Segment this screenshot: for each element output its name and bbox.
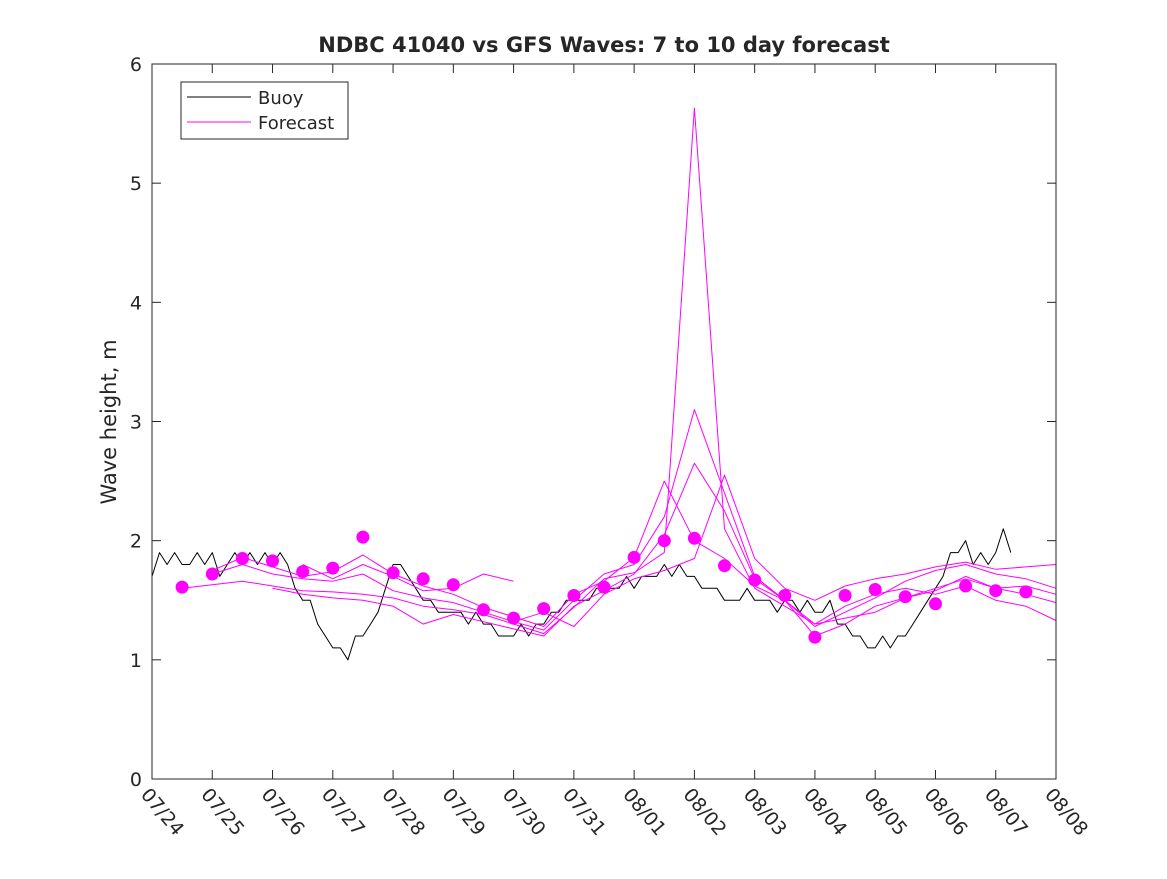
forecast-marker: [778, 589, 792, 602]
forecast-marker: [687, 531, 701, 545]
y-axis-label: Wave height, m: [97, 339, 121, 504]
forecast-marker: [657, 534, 671, 548]
forecast-marker: [868, 583, 882, 596]
y-tick-label: 6: [130, 54, 142, 76]
forecast-marker: [386, 566, 400, 580]
forecast-marker: [929, 597, 942, 611]
chart-title: NDBC 41040 vs GFS Waves: 7 to 10 day for…: [318, 33, 889, 57]
y-tick-label: 0: [130, 769, 142, 791]
legend-buoy-label: Buoy: [258, 88, 304, 109]
forecast-marker: [597, 580, 611, 594]
forecast-marker: [175, 580, 189, 594]
y-tick-label: 5: [130, 173, 142, 195]
forecast-marker: [356, 530, 370, 544]
forecast-marker: [1019, 585, 1033, 599]
forecast-marker: [235, 552, 249, 565]
legend-forecast-label: Forecast: [258, 113, 334, 134]
forecast-marker: [718, 559, 731, 573]
legend-box: [180, 81, 349, 140]
forecast-marker: [898, 590, 912, 604]
forecast-marker: [537, 602, 551, 616]
forecast-marker: [838, 589, 852, 602]
forecast-marker: [296, 565, 310, 579]
forecast-marker: [477, 603, 490, 617]
y-tick-label: 4: [130, 292, 142, 314]
y-axis: 0 1 2 3 4 5 6: [130, 54, 1056, 791]
forecast-marker: [627, 550, 641, 564]
forecast-series-line-3: [212, 409, 1057, 637]
forecast-marker: [748, 573, 762, 587]
forecast-marker: [989, 584, 1003, 598]
forecast-series-line-2: [182, 107, 1057, 635]
y-tick-label: 2: [130, 531, 142, 553]
forecast-marker: [446, 578, 460, 592]
legend: Buoy Forecast: [180, 81, 349, 140]
forecast-marker: [326, 561, 340, 575]
forecast-marker: [416, 572, 430, 586]
forecast-marker: [266, 554, 279, 568]
forecast-marker: [808, 630, 822, 644]
forecast-marker: [567, 589, 581, 602]
forecast-marker: [959, 579, 973, 593]
forecast-series-line-7: [513, 474, 1057, 627]
y-tick-label: 1: [130, 650, 142, 672]
forecast-marker: [205, 567, 219, 581]
forecast-marker: [507, 611, 521, 625]
plot-markers: [175, 530, 1033, 644]
y-tick-label: 3: [130, 412, 142, 434]
forecast-series-line-6: [302, 564, 514, 592]
